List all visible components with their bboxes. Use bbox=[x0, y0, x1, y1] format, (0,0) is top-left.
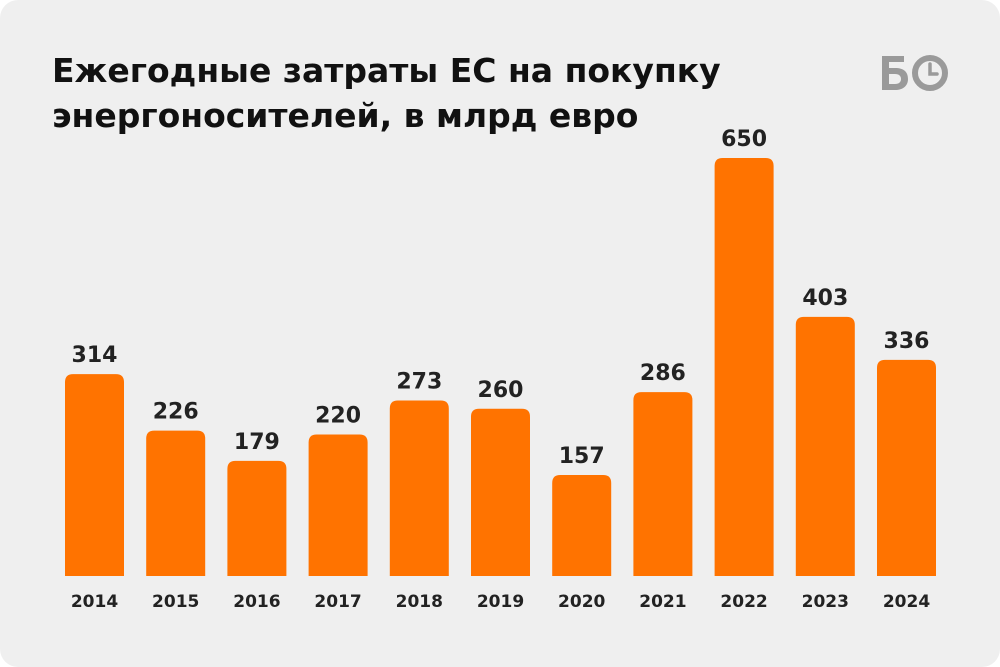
x-tick-label: 2023 bbox=[802, 592, 849, 612]
x-tick-label: 2016 bbox=[233, 592, 280, 612]
bar-2014 bbox=[65, 374, 124, 576]
bar-value-label: 226 bbox=[153, 400, 199, 425]
bar-2022 bbox=[714, 158, 774, 576]
bar-value-label: 220 bbox=[315, 404, 361, 429]
x-tick-label: 2017 bbox=[314, 592, 361, 612]
x-tick-label: 2021 bbox=[639, 592, 686, 612]
bar-value-label: 650 bbox=[721, 127, 767, 152]
x-tick-label: 2019 bbox=[477, 592, 524, 612]
bar-value-label: 403 bbox=[802, 286, 848, 311]
bar-value-label: 336 bbox=[884, 329, 930, 354]
x-tick-label: 2018 bbox=[396, 592, 443, 612]
bo-logo-icon: БО bbox=[882, 55, 948, 91]
bar-2016 bbox=[227, 460, 287, 576]
bar-2019 bbox=[471, 408, 530, 576]
chart-title: Ежегодные затраты ЕС на покупку энергоно… bbox=[52, 51, 721, 135]
bar-2015 bbox=[146, 430, 206, 576]
bar-2024 bbox=[877, 359, 936, 576]
bar-value-label: 314 bbox=[72, 343, 118, 368]
bar-value-label: 286 bbox=[640, 361, 686, 386]
bar-value-label: 260 bbox=[478, 378, 524, 403]
bar-2021 bbox=[633, 392, 693, 576]
bar-value-label: 273 bbox=[396, 369, 442, 394]
x-tick-label: 2022 bbox=[720, 592, 767, 612]
bar-value-label: 179 bbox=[234, 430, 280, 455]
bar-2020 bbox=[552, 475, 612, 576]
x-tick-label: 2015 bbox=[152, 592, 199, 612]
bar-value-label: 157 bbox=[559, 444, 605, 469]
bar-2023 bbox=[795, 316, 855, 576]
bar-2017 bbox=[308, 434, 368, 576]
bar-2018 bbox=[389, 400, 449, 576]
x-tick-label: 2020 bbox=[558, 592, 605, 612]
x-tick-label: 2014 bbox=[71, 592, 118, 612]
x-tick-label: 2024 bbox=[883, 592, 930, 612]
